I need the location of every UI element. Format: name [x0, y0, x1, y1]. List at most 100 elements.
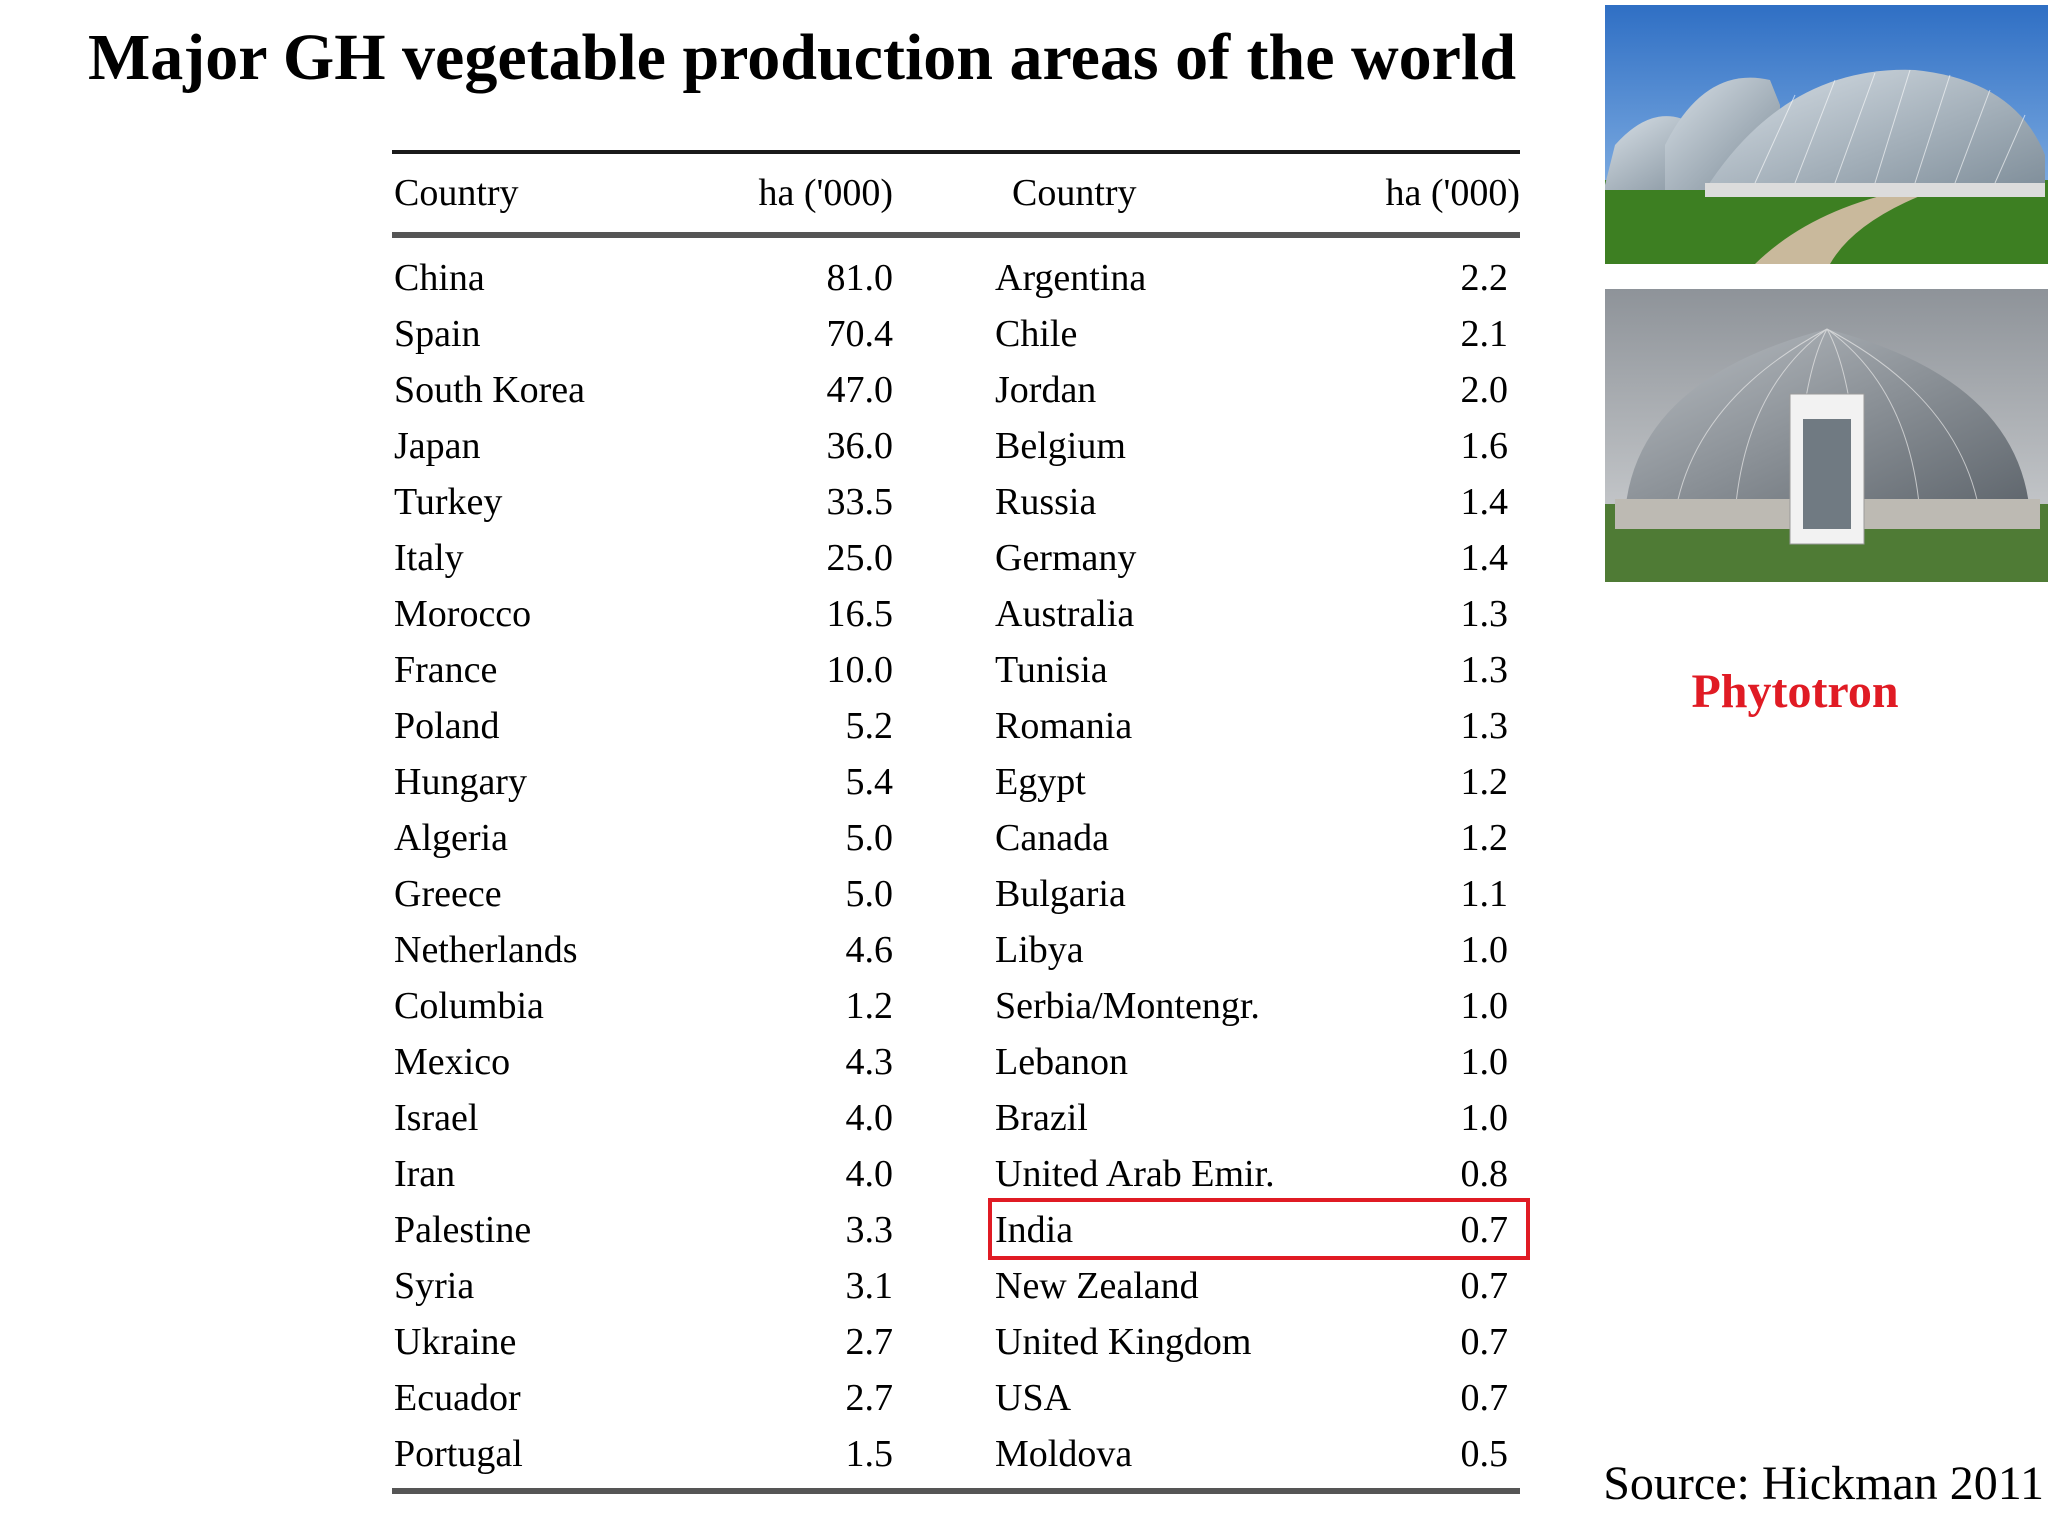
area-right-cell: 1.1: [1460, 873, 1509, 915]
table-row: China 81.0 Argentina 2.2: [392, 250, 1520, 306]
area-left-cell: 47.0: [826, 369, 894, 411]
area-right-cell: 0.7: [1460, 1209, 1509, 1251]
slide-title: Major GH vegetable production areas of t…: [88, 21, 1517, 94]
area-right-cell: 1.2: [1460, 761, 1509, 803]
table-header-row: Country ha ('000) Country ha ('000): [392, 154, 1520, 232]
table-row: Morocco 16.5 Australia 1.3: [392, 586, 1520, 642]
country-left-cell: China: [394, 257, 485, 299]
country-right-cell: Brazil: [995, 1097, 1088, 1139]
area-left-cell: 1.5: [845, 1433, 894, 1475]
dome-greenhouse-photo: [1605, 289, 2048, 582]
area-right-cell: 0.5: [1460, 1433, 1509, 1475]
table-row: Ecuador 2.7 USA 0.7: [392, 1370, 1520, 1426]
area-left-cell: 36.0: [826, 425, 894, 467]
area-right-cell: 1.3: [1460, 593, 1509, 635]
area-right-cell: 1.4: [1460, 537, 1509, 579]
table-row: Mexico 4.3 Lebanon 1.0: [392, 1034, 1520, 1090]
country-right-cell: United Kingdom: [995, 1321, 1252, 1363]
area-left-cell: 4.3: [845, 1041, 894, 1083]
area-right-cell: 1.0: [1460, 929, 1509, 971]
country-left-cell: Poland: [394, 705, 500, 747]
country-left-cell: Palestine: [394, 1209, 532, 1251]
area-right-cell: 0.8: [1460, 1153, 1509, 1195]
table-row: Columbia 1.2 Serbia/Montengr. 1.0: [392, 978, 1520, 1034]
area-left-cell: 2.7: [845, 1321, 894, 1363]
area-right-cell: 1.4: [1460, 481, 1509, 523]
area-left-cell: 2.7: [845, 1377, 894, 1419]
country-left-cell: South Korea: [394, 369, 586, 411]
country-right-cell: Serbia/Montengr.: [995, 985, 1260, 1027]
area-right-cell: 1.3: [1460, 705, 1509, 747]
table-row: Ukraine 2.7 United Kingdom 0.7: [392, 1314, 1520, 1370]
area-right-cell: 1.3: [1460, 649, 1509, 691]
area-left-cell: 5.4: [845, 761, 894, 803]
country-right-cell: Canada: [995, 817, 1109, 859]
area-right-cell: 0.7: [1460, 1377, 1509, 1419]
india-highlight-box: [988, 1198, 1530, 1260]
table-row: Algeria 5.0 Canada 1.2: [392, 810, 1520, 866]
header-country-2: Country: [1012, 172, 1137, 214]
area-right-cell: 2.0: [1460, 369, 1509, 411]
country-left-cell: Morocco: [394, 593, 532, 635]
country-left-cell: Japan: [394, 425, 481, 467]
country-right-cell: Moldova: [995, 1433, 1133, 1475]
table-row: Portugal 1.5 Moldova 0.5: [392, 1426, 1520, 1482]
area-left-cell: 25.0: [826, 537, 894, 579]
table-row: France 10.0 Tunisia 1.3: [392, 642, 1520, 698]
country-right-cell: Bulgaria: [995, 873, 1126, 915]
country-right-cell: Chile: [995, 313, 1078, 355]
table-row: Syria 3.1 New Zealand 0.7: [392, 1258, 1520, 1314]
country-right-cell: United Arab Emir.: [995, 1153, 1275, 1195]
country-left-cell: Israel: [394, 1097, 479, 1139]
area-left-cell: 81.0: [826, 257, 894, 299]
table-body: China 81.0 Argentina 2.2 Spain 70.4 Chile 2.1 So…: [392, 238, 1530, 1482]
header-area-1: ha ('000): [758, 172, 893, 214]
country-left-cell: Turkey: [394, 481, 503, 523]
country-right-cell: Australia: [995, 593, 1135, 635]
table-top-rule: [392, 150, 1520, 154]
country-left-cell: Algeria: [394, 817, 508, 859]
country-right-cell: Argentina: [995, 257, 1147, 299]
area-left-cell: 3.1: [845, 1265, 894, 1307]
area-left-cell: 70.4: [826, 313, 894, 355]
country-right-cell: Libya: [995, 929, 1084, 971]
country-right-cell: Egypt: [995, 761, 1086, 803]
country-right-cell: Germany: [995, 537, 1137, 579]
area-left-cell: 5.2: [845, 705, 894, 747]
country-left-cell: Mexico: [394, 1041, 511, 1083]
country-left-cell: Netherlands: [394, 929, 578, 971]
country-right-cell: Belgium: [995, 425, 1126, 467]
phytotron-label: Phytotron: [1691, 665, 1899, 718]
area-right-cell: 1.0: [1460, 985, 1509, 1027]
country-left-cell: Italy: [394, 537, 464, 579]
country-left-cell: Hungary: [394, 761, 527, 803]
area-right-cell: 1.0: [1460, 1097, 1509, 1139]
area-left-cell: 10.0: [826, 649, 894, 691]
country-right-cell: New Zealand: [995, 1265, 1199, 1307]
area-left-cell: 5.0: [845, 817, 894, 859]
source-citation: Source: Hickman 2011: [1603, 1457, 2044, 1510]
area-left-cell: 4.0: [845, 1153, 894, 1195]
country-left-cell: Spain: [394, 313, 481, 355]
table-row: Israel 4.0 Brazil 1.0: [392, 1090, 1520, 1146]
area-left-cell: 5.0: [845, 873, 894, 915]
table-row: Poland 5.2 Romania 1.3: [392, 698, 1520, 754]
greenhouse-photo: [1605, 5, 2048, 264]
country-left-cell: Portugal: [394, 1433, 523, 1475]
country-left-cell: Ukraine: [394, 1321, 517, 1363]
production-table: Country ha ('000) Country ha ('000) Chin…: [392, 150, 1530, 1494]
table-row: South Korea 47.0 Jordan 2.0: [392, 362, 1520, 418]
table-row: Italy 25.0 Germany 1.4: [392, 530, 1520, 586]
area-right-cell: 2.2: [1460, 257, 1509, 299]
country-right-cell: India: [995, 1209, 1074, 1251]
table-bottom-rule: [392, 1488, 1520, 1494]
table-row: Hungary 5.4 Egypt 1.2: [392, 754, 1520, 810]
area-right-cell: 0.7: [1460, 1265, 1509, 1307]
area-left-cell: 3.3: [845, 1209, 894, 1251]
table-row: Spain 70.4 Chile 2.1: [392, 306, 1520, 362]
table-row: Netherlands 4.6 Libya 1.0: [392, 922, 1520, 978]
table-header-rule: [392, 232, 1520, 238]
country-right-cell: USA: [995, 1377, 1072, 1419]
country-left-cell: Syria: [394, 1265, 475, 1307]
country-right-cell: Lebanon: [995, 1041, 1128, 1083]
